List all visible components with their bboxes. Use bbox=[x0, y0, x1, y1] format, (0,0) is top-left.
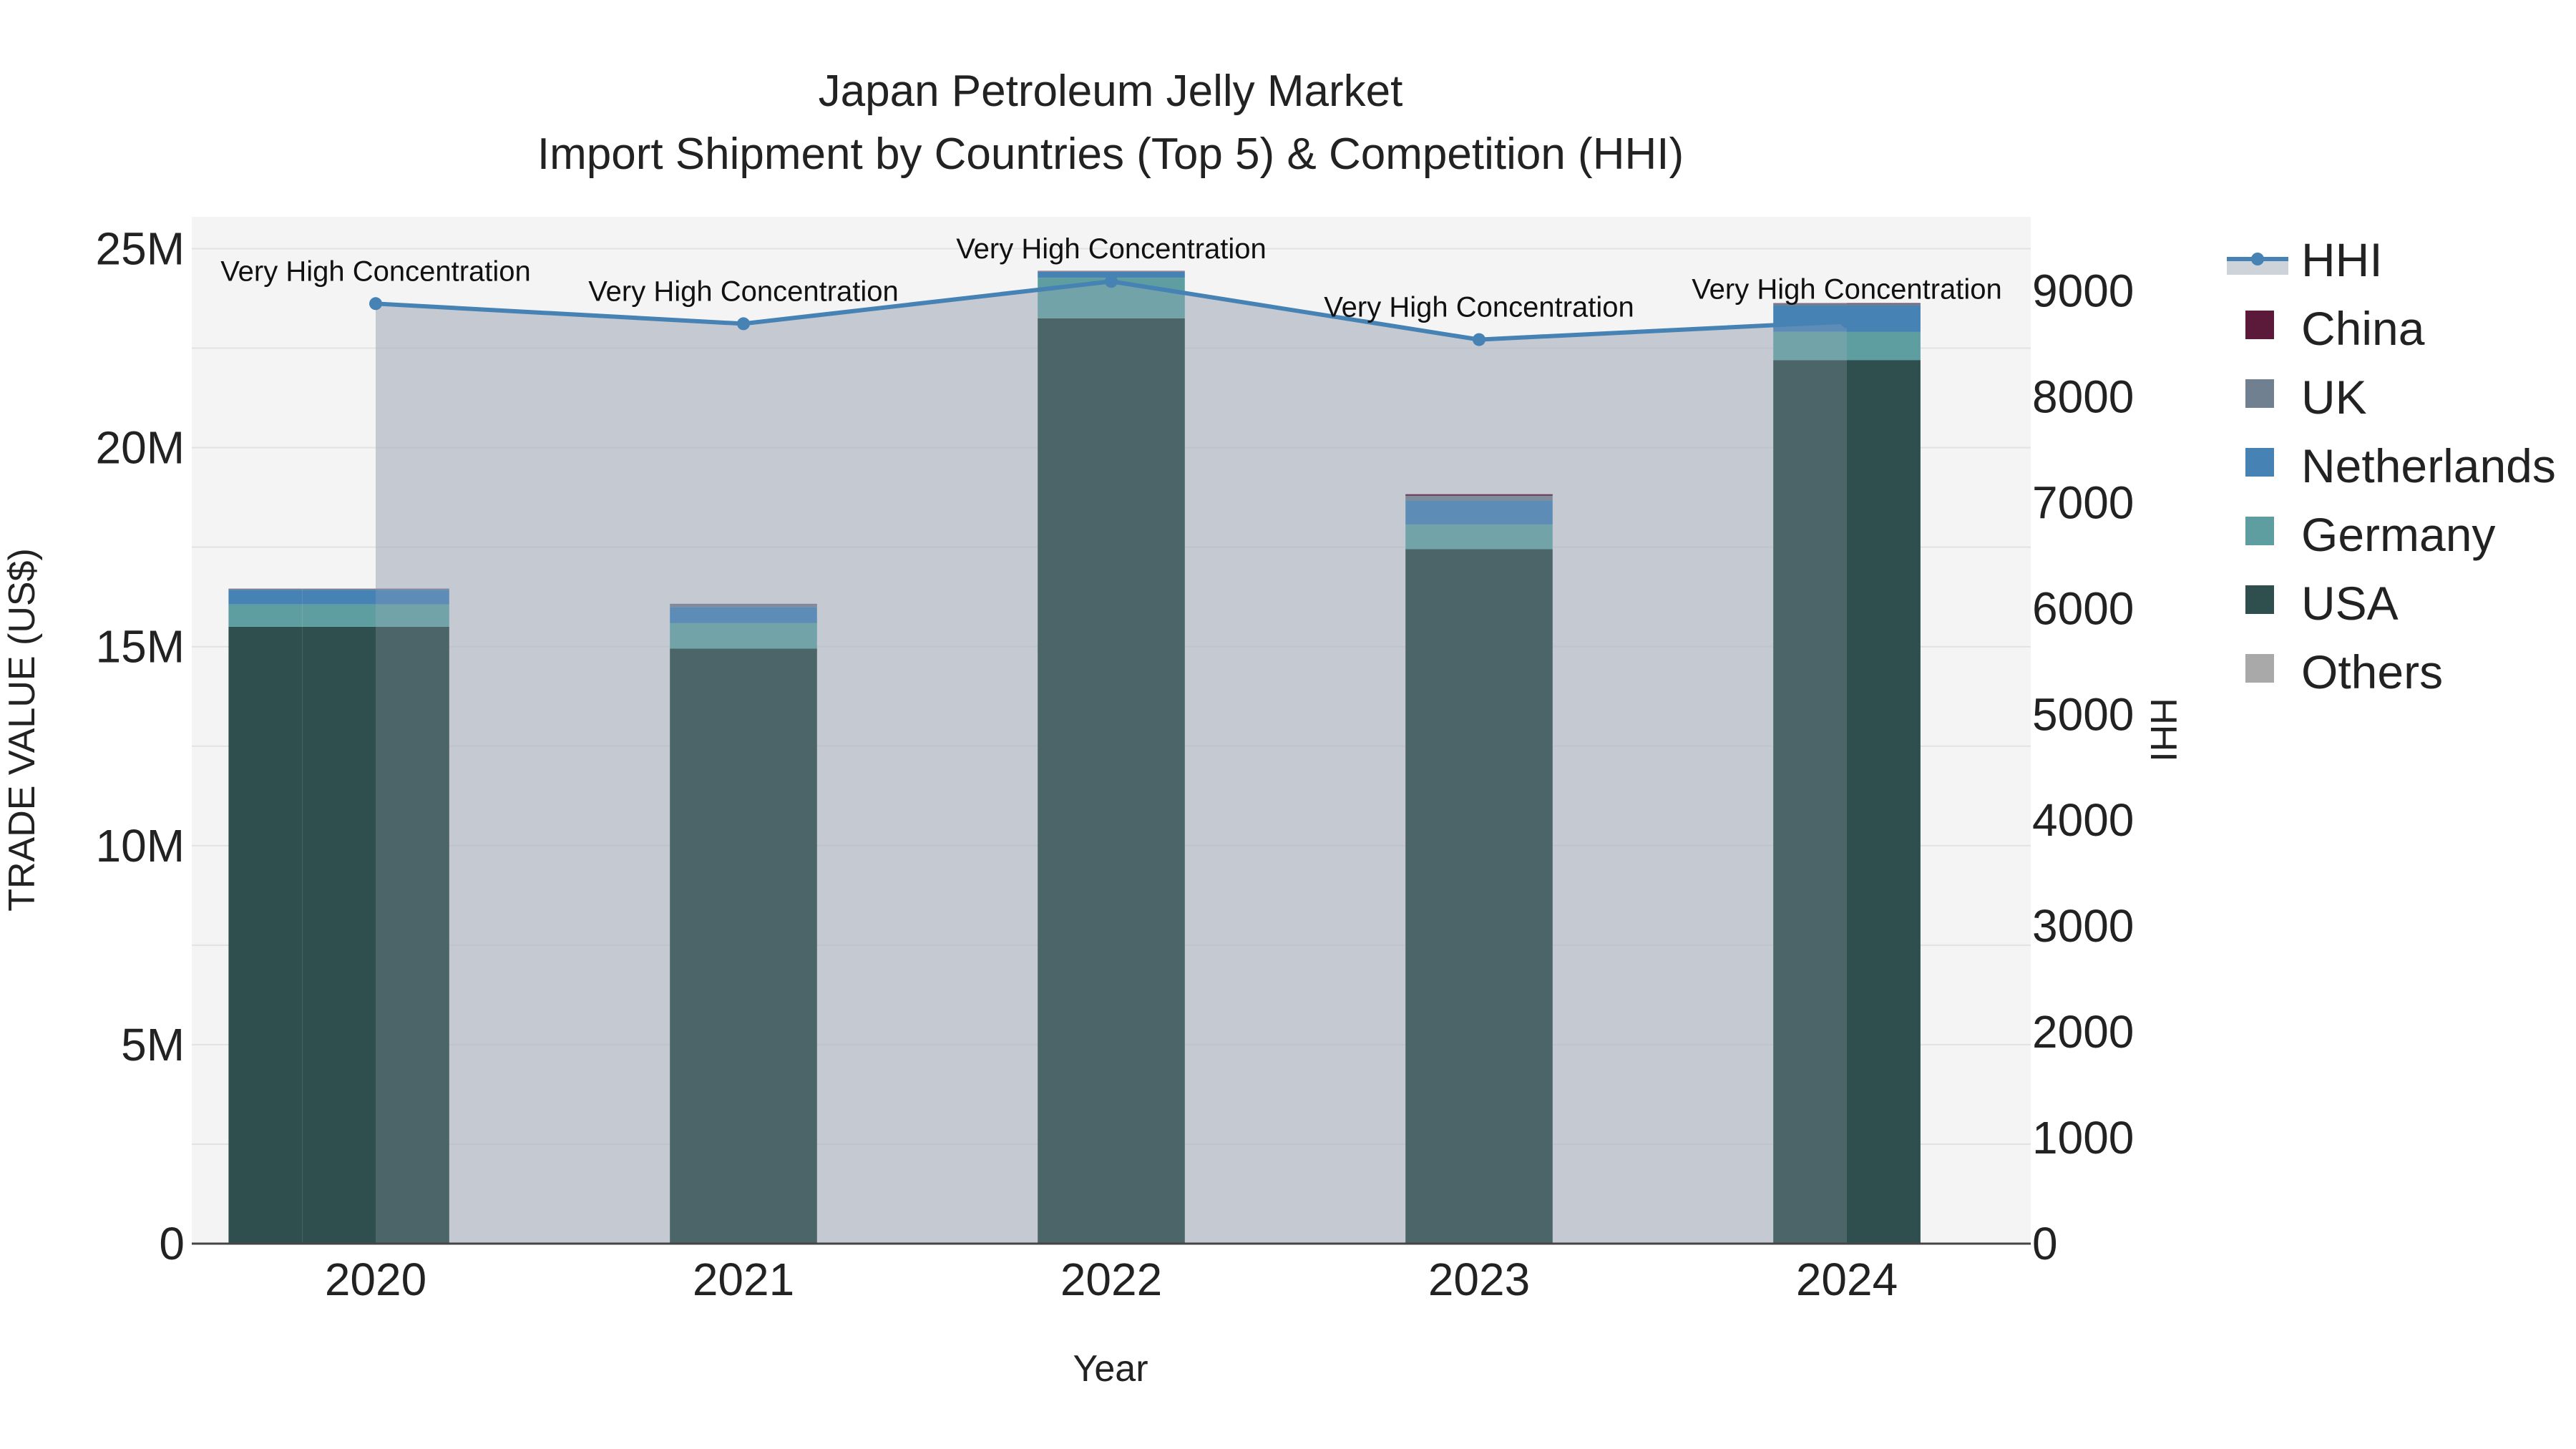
y-tick-label: 15M bbox=[96, 621, 185, 673]
legend-label-germany: Germany bbox=[2301, 508, 2495, 561]
bar-segment-germany bbox=[302, 604, 449, 627]
legend-swatch-china bbox=[2245, 311, 2274, 339]
bar-segment-netherlands bbox=[302, 590, 449, 605]
bar-segment-netherlands bbox=[1405, 500, 1553, 525]
chart-subtitle: Import Shipment by Countries (Top 5) & C… bbox=[537, 130, 1684, 179]
legend-label-uk: UK bbox=[2301, 371, 2367, 424]
hhi-annotation: Very High Concentration bbox=[220, 255, 531, 287]
secondary-bar-segment-uk bbox=[228, 589, 303, 590]
y2-tick-label: 0 bbox=[2032, 1218, 2058, 1269]
x-axis-title: Year bbox=[1073, 1348, 1148, 1390]
legend-swatch-netherlands bbox=[2245, 448, 2274, 477]
secondary-bar-segment-usa bbox=[228, 626, 303, 1244]
y2-tick-label: 2000 bbox=[2032, 1006, 2134, 1058]
hhi-annotation: Very High Concentration bbox=[956, 233, 1267, 265]
bar-segment-uk bbox=[1038, 271, 1185, 272]
legend-swatch-others bbox=[2245, 654, 2274, 683]
hhi-point bbox=[1840, 315, 1853, 328]
secondary-bar-segment-netherlands bbox=[1847, 306, 1921, 332]
hhi-annotation: Very High Concentration bbox=[588, 275, 899, 307]
hhi-area-overlay bbox=[376, 281, 1847, 1244]
bar-segment-usa bbox=[670, 648, 817, 1244]
hhi-annotation: Very High Concentration bbox=[1324, 292, 1634, 323]
legend: HHI China UK Netherlands Germany USA Others bbox=[2227, 233, 2556, 698]
bar-segment-uk bbox=[1405, 495, 1553, 501]
x-tick-label: 2020 bbox=[325, 1254, 426, 1305]
bar-segment-uk bbox=[302, 589, 449, 590]
y2-tick-label: 9000 bbox=[2032, 265, 2134, 317]
bar-segment-usa bbox=[302, 626, 449, 1244]
bar-segment-germany bbox=[1405, 524, 1553, 550]
y-tick-label: 10M bbox=[96, 820, 185, 872]
secondary-bar-segment-netherlands bbox=[228, 590, 303, 605]
secondary-bar-segment-china bbox=[1847, 303, 1921, 304]
annotations-layer: Very High Concentration Very High Concent… bbox=[220, 233, 2002, 323]
y2-tick-label: 4000 bbox=[2032, 794, 2134, 846]
y2-axis-ticks: 0 1000 2000 3000 4000 5000 6000 7000 8000 9000 bbox=[2032, 265, 2134, 1269]
hhi-point bbox=[737, 317, 750, 331]
bar-segment-china bbox=[1405, 494, 1553, 496]
x-tick-label: 2021 bbox=[693, 1254, 794, 1305]
y2-axis-title: HHI bbox=[2142, 698, 2184, 762]
secondary-bar-segment-germany bbox=[1847, 331, 1921, 361]
bars-layer bbox=[228, 270, 1921, 1244]
legend-swatch-hhi-area bbox=[2227, 259, 2288, 275]
x-axis-ticks: 2020 2021 2022 2023 2024 bbox=[325, 1254, 1898, 1305]
y-tick-label: 20M bbox=[96, 422, 185, 474]
y2-tick-label: 7000 bbox=[2032, 477, 2134, 528]
y2-tick-label: 1000 bbox=[2032, 1112, 2134, 1163]
y2-tick-label: 6000 bbox=[2032, 582, 2134, 634]
y-tick-label: 0 bbox=[159, 1218, 185, 1269]
hhi-annotation: Very High Concentration bbox=[1692, 273, 2002, 305]
secondary-bar-segment-usa bbox=[1847, 360, 1921, 1244]
hhi-point bbox=[1473, 333, 1485, 346]
chart-title: Japan Petroleum Jelly Market bbox=[819, 67, 1403, 116]
hhi-line-layer bbox=[369, 275, 1853, 346]
y2-tick-label: 5000 bbox=[2032, 688, 2134, 740]
hhi-point bbox=[1105, 275, 1118, 288]
legend-label-china: China bbox=[2301, 302, 2425, 355]
y2-tick-label: 8000 bbox=[2032, 371, 2134, 422]
legend-swatch-germany bbox=[2245, 517, 2274, 545]
legend-swatch-usa bbox=[2245, 585, 2274, 614]
bar-segment-germany bbox=[670, 623, 817, 649]
bar-segment-uk bbox=[670, 604, 817, 608]
secondary-bar-segment-germany bbox=[228, 604, 303, 627]
y-axis-ticks: 0 5M 10M 15M 20M 25M bbox=[96, 223, 185, 1269]
secondary-bar-segment-uk bbox=[1847, 303, 1921, 306]
y2-tick-label: 3000 bbox=[2032, 900, 2134, 952]
x-tick-label: 2022 bbox=[1060, 1254, 1162, 1305]
legend-swatch-hhi-point bbox=[2251, 253, 2264, 265]
y-tick-label: 25M bbox=[96, 223, 185, 274]
bar-segment-usa bbox=[1038, 318, 1185, 1244]
legend-label-others: Others bbox=[2301, 645, 2443, 698]
y-tick-label: 5M bbox=[121, 1019, 185, 1070]
y-axis-title: TRADE VALUE (US$) bbox=[1, 548, 43, 912]
x-tick-label: 2023 bbox=[1428, 1254, 1530, 1305]
bar-segment-usa bbox=[1405, 549, 1553, 1244]
x-tick-label: 2024 bbox=[1796, 1254, 1898, 1305]
hhi-point bbox=[369, 297, 382, 311]
bar-segment-netherlands bbox=[1038, 271, 1185, 278]
legend-label-hhi: HHI bbox=[2301, 233, 2383, 286]
legend-label-netherlands: Netherlands bbox=[2301, 439, 2556, 492]
legend-swatch-uk bbox=[2245, 379, 2274, 408]
bar-segment-china bbox=[1038, 270, 1185, 272]
bar-segment-netherlands bbox=[670, 607, 817, 623]
legend-label-usa: USA bbox=[2301, 577, 2399, 630]
